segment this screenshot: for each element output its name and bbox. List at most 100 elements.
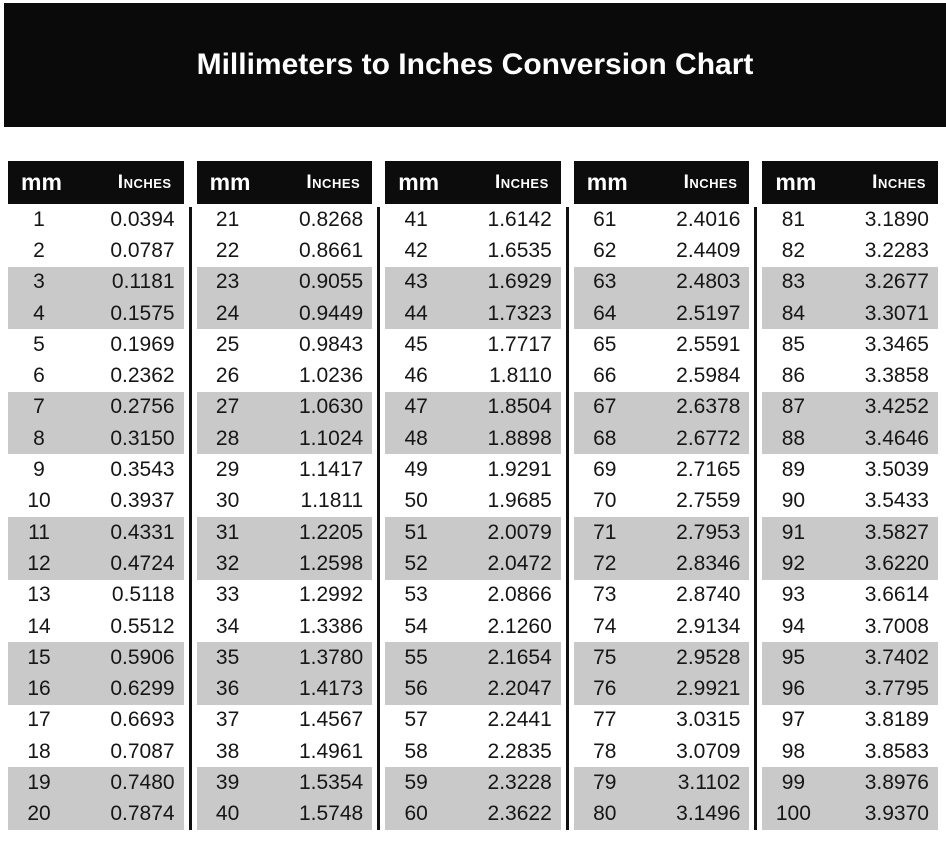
mm-value: 22 <box>215 238 240 262</box>
table-row: 58 2.2835 <box>385 736 561 767</box>
mm-value: 98 <box>781 739 806 763</box>
mm-value: 6 <box>33 364 45 388</box>
mm-value: 7 <box>33 395 45 419</box>
inches-value: 0.1181 <box>111 270 175 294</box>
mm-value: 20 <box>27 802 51 826</box>
inches-value: 2.7165 <box>676 458 741 482</box>
mm-value: 93 <box>781 583 806 607</box>
table-row: 40 1.5748 <box>196 798 373 830</box>
inches-value: 1.1811 <box>300 489 364 513</box>
inches-value: 0.2756 <box>110 395 175 419</box>
mm-value: 70 <box>593 489 617 513</box>
mm-value: 85 <box>781 332 806 356</box>
mm-value: 1 <box>33 207 45 231</box>
inches-value: 3.7402 <box>864 645 929 669</box>
inches-value: 0.7480 <box>110 770 175 794</box>
inches-value: 3.3071 <box>864 301 929 325</box>
inches-value: 3.2677 <box>864 270 929 294</box>
inches-value: 3.6220 <box>864 551 929 575</box>
inches-value: 1.1024 <box>298 426 364 450</box>
table-row: 22 0.8661 <box>197 235 373 266</box>
table-row: 33 1.2992 <box>197 580 373 611</box>
mm-value: 9 <box>33 458 45 482</box>
mm-value: 73 <box>593 583 617 607</box>
inches-value: 1.2992 <box>298 583 364 607</box>
inches-value: 3.8189 <box>864 708 929 732</box>
table-row: 44 1.7323 <box>385 297 561 330</box>
inches-value: 2.4803 <box>676 270 741 294</box>
inches-value: 0.5906 <box>110 645 175 669</box>
inches-value: 2.5197 <box>676 301 741 325</box>
table-row: 68 2.6772 <box>573 423 750 455</box>
mm-value: 72 <box>593 551 617 575</box>
table-row: 37 1.4567 <box>197 705 373 736</box>
inches-value: 2.1260 <box>487 614 552 638</box>
inches-value: 3.0315 <box>676 708 741 732</box>
mm-value: 57 <box>404 708 428 732</box>
table-row: 72 2.8346 <box>573 548 750 580</box>
inches-value: 2.0472 <box>487 551 552 575</box>
mm-value: 74 <box>593 614 617 638</box>
table-row: 92 3.6220 <box>762 548 938 580</box>
inches-value: 0.3543 <box>110 458 175 482</box>
inches-column-header: Inches <box>117 171 172 193</box>
inches-value: 3.7795 <box>864 677 929 701</box>
mm-value: 17 <box>27 708 51 732</box>
inches-value: 1.8110 <box>489 364 552 388</box>
column-divider <box>754 207 758 830</box>
inches-value: 1.6535 <box>487 238 552 262</box>
inches-value: 2.0866 <box>487 583 552 607</box>
mm-value: 100 <box>775 802 811 826</box>
table-row: 62 2.4409 <box>574 235 750 266</box>
table-row: 51 2.0079 <box>385 516 561 549</box>
column-group-header: mm Inches <box>762 161 938 204</box>
mm-column-header: mm <box>775 169 817 195</box>
table-row: 19 0.7480 <box>8 767 184 799</box>
mm-value: 14 <box>27 614 51 638</box>
inches-value: 2.6378 <box>676 395 741 419</box>
table-row: 85 3.3465 <box>762 329 938 360</box>
inches-value: 2.4409 <box>676 238 741 262</box>
mm-value: 42 <box>404 238 428 262</box>
mm-value: 40 <box>215 802 240 826</box>
table-row: 97 3.8189 <box>762 705 938 736</box>
inches-value: 2.3228 <box>487 770 552 794</box>
inches-value: 0.1969 <box>110 332 175 356</box>
table-row: 21 0.8268 <box>197 204 373 235</box>
table-row: 34 1.3386 <box>197 611 373 642</box>
inches-value: 0.6693 <box>110 708 175 732</box>
inches-value: 3.3858 <box>864 364 929 388</box>
table-row: 32 1.2598 <box>196 548 373 580</box>
table-row: 43 1.6929 <box>385 266 561 298</box>
mm-column-header: mm <box>21 169 62 195</box>
table-row: 35 1.3780 <box>196 642 373 674</box>
inches-value: 1.5748 <box>298 802 364 826</box>
inches-value: 1.5354 <box>298 770 364 794</box>
table-row: 83 3.2677 <box>762 266 938 298</box>
inches-value: 0.5118 <box>111 583 175 607</box>
mm-value: 35 <box>215 645 240 669</box>
table-row: 96 3.7795 <box>762 673 938 705</box>
table-row: 3 0.1181 <box>8 266 184 298</box>
table-row: 63 2.4803 <box>573 266 750 298</box>
mm-value: 36 <box>215 677 240 701</box>
mm-value: 95 <box>781 645 806 669</box>
mm-column-header: mm <box>586 169 628 195</box>
table-row: 30 1.1811 <box>197 486 373 517</box>
inches-value: 3.1496 <box>676 802 741 826</box>
inches-value: 0.0394 <box>110 207 175 231</box>
column-divider <box>377 207 381 830</box>
inches-value: 0.4331 <box>110 520 175 544</box>
inches-value: 0.8661 <box>298 238 364 262</box>
table-column-group-1: mm Inches 1 0.0394 2 0.0787 3 0.1181 4 0.1575 5 0.1… <box>8 161 184 830</box>
table-row: 80 3.1496 <box>573 798 750 830</box>
table-row: 61 2.4016 <box>574 204 750 235</box>
table-row: 11 0.4331 <box>8 516 184 549</box>
inches-value: 2.9528 <box>676 645 741 669</box>
mm-value: 84 <box>781 301 806 325</box>
column-divider <box>188 207 192 830</box>
inches-value: 0.1575 <box>110 301 175 325</box>
table-row: 53 2.0866 <box>385 580 561 611</box>
inches-value: 2.1654 <box>487 645 552 669</box>
mm-value: 62 <box>593 238 617 262</box>
